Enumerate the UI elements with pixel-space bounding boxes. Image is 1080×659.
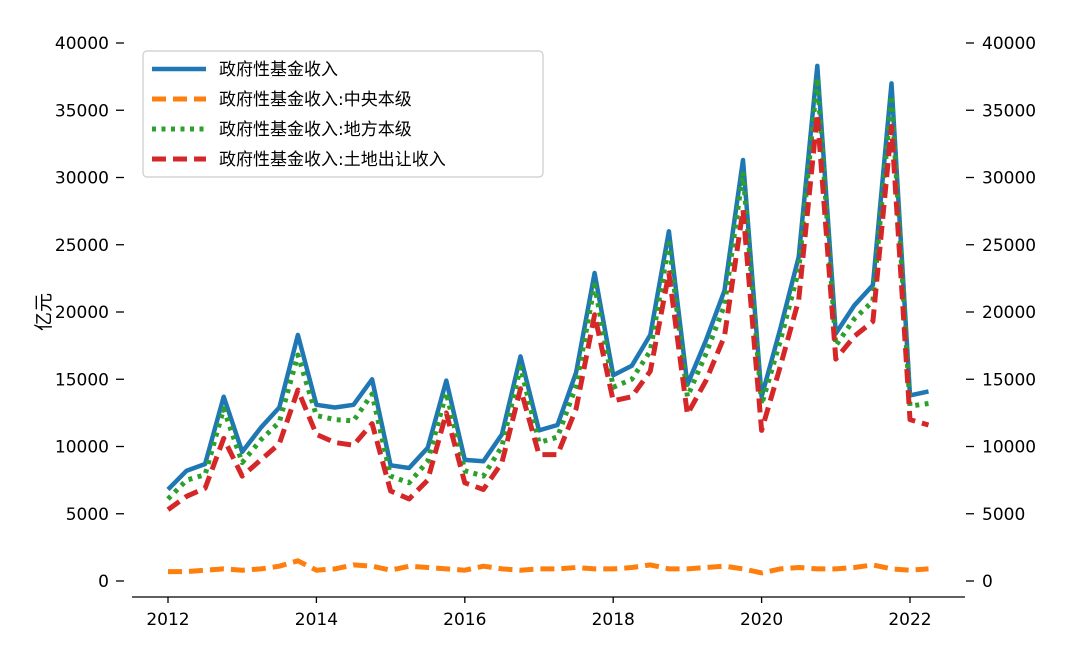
legend-label-3: 政府性基金收入:地方本级: [219, 120, 412, 140]
legend: 政府性基金收入政府性基金收入:中央本级政府性基金收入:地方本级政府性基金收入:土…: [142, 50, 544, 178]
legend-frame: [142, 50, 544, 178]
legend-label-4: 政府性基金收入:土地出让收入: [219, 150, 446, 170]
left-y-tick-label: 5000: [66, 505, 109, 525]
right-y-tick-label: 30000: [982, 169, 1036, 189]
x-tick-label: 2014: [295, 610, 338, 630]
left-y-tick-label: 35000: [55, 101, 109, 121]
right-y-tick-label: 15000: [982, 370, 1036, 390]
series-line-4: [166, 111, 930, 512]
right-y-tick-label: 10000: [982, 438, 1036, 458]
left-y-tick-label: 30000: [55, 169, 109, 189]
x-tick-label: 2020: [740, 610, 783, 630]
legend-label-1: 政府性基金收入: [219, 60, 338, 80]
axes: 2012 2014 2016 2018 2020 2022 0 5000 10000 15000 2…: [55, 34, 1036, 630]
right-y-tick-label: 35000: [982, 101, 1036, 121]
x-tick-label: 2018: [592, 610, 635, 630]
y-axis-label: 亿元: [33, 293, 55, 331]
right-y-tick-label: 5000: [982, 505, 1025, 525]
x-tick-label: 2022: [888, 610, 931, 630]
x-tick-label: 2012: [146, 610, 189, 630]
left-y-tick-label: 40000: [55, 34, 109, 54]
right-y-tick-label: 25000: [982, 236, 1036, 256]
series-line-2: [168, 558, 929, 576]
left-y-tick-label: 10000: [55, 438, 109, 458]
left-y-tick-label: 25000: [55, 236, 109, 256]
right-y-tick-label: 0: [982, 572, 993, 592]
x-tick-label: 2016: [443, 610, 486, 630]
left-y-tick-label: 15000: [55, 370, 109, 390]
left-y-tick-label: 0: [98, 572, 109, 592]
legend-label-2: 政府性基金收入:中央本级: [219, 90, 412, 110]
right-y-tick-label: 40000: [982, 34, 1036, 54]
left-y-tick-label: 20000: [55, 303, 109, 323]
series-lines: [166, 63, 930, 576]
right-y-tick-label: 20000: [982, 303, 1036, 323]
